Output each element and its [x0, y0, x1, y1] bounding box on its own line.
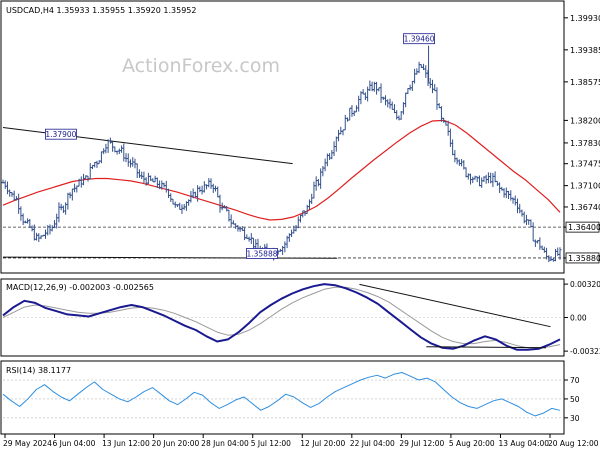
axis-level-label: 1.36400	[568, 223, 600, 232]
time-tick-label: 12 Jul 20:00	[300, 439, 345, 448]
axis-level-label: 1.35880	[568, 254, 600, 263]
rsi-title: RSI(14) 38.1177	[6, 366, 71, 375]
macd-title: MACD(12,26,9) -0.002003 -0.002565	[6, 283, 154, 292]
time-tick-label: 5 Jul 12:00	[251, 439, 291, 448]
level-label: 1.37900	[45, 130, 76, 139]
macd-tick-label: 0.003201	[570, 280, 600, 289]
level-label-box	[246, 248, 278, 259]
macd-tick-label: -0.003224	[570, 347, 600, 356]
rsi-panel-frame	[0, 360, 565, 435]
price-tick-label: 1.39930	[570, 14, 600, 23]
price-tick-label: 1.39385	[570, 46, 600, 55]
time-tick-label: 28 Jun 04:00	[201, 439, 249, 448]
moving-average-line	[2, 119, 561, 221]
level-label: 1.35888	[246, 249, 277, 258]
rsi-tick-label: 70	[570, 376, 580, 385]
price-tick-label: 1.36740	[570, 203, 600, 212]
axis-level-box	[565, 252, 600, 264]
watermark-text: ActionForex.com	[122, 55, 280, 77]
axis-level-box	[565, 221, 600, 233]
price-tick-label: 1.38575	[570, 78, 600, 87]
price-panel-frame	[0, 0, 565, 274]
price-bars	[1, 45, 562, 263]
trendline	[2, 256, 338, 259]
time-tick-label: 13 Jun 12:00	[102, 439, 150, 448]
macd-trendline	[426, 346, 547, 349]
time-tick-label: 13 Aug 04:00	[498, 439, 549, 448]
price-tick-label: 1.37475	[570, 160, 600, 169]
macd-trendline	[359, 283, 551, 328]
time-tick-label: 20 Aug 12:00	[548, 439, 599, 448]
price-tick-label: 1.37830	[570, 139, 600, 148]
macd-main-line	[2, 283, 561, 351]
time-tick-label: 20 Jun 20:00	[152, 439, 200, 448]
time-tick-label: 6 Jun 04:00	[53, 439, 96, 448]
price-tick-label: 1.38200	[570, 116, 600, 125]
time-tick-label: 5 Aug 20:00	[449, 439, 495, 448]
rsi-tick-label: 30	[570, 414, 580, 423]
moving-average	[2, 119, 561, 221]
level-label-box	[403, 33, 435, 45]
time-tick-label: 29 May 2024	[3, 439, 52, 448]
chart-title: USDCAD,H4 1.35933 1.35955 1.35920 1.3595…	[6, 6, 196, 15]
level-label: 1.39460	[404, 35, 435, 44]
macd-tick-label: 0.00	[570, 314, 587, 323]
time-axis: 29 May 2024 6 Jun 04:00 13 Jun 12:00 20 Jun…	[3, 434, 599, 448]
macd-layer: 0.003201 0.00 -0.003224	[2, 280, 600, 356]
rsi-tick-label: 50	[570, 395, 580, 404]
time-tick-label: 22 Jul 04:00	[350, 439, 395, 448]
price-tick-label: 1.37100	[570, 182, 600, 191]
rsi-layer: 70 50 30	[2, 372, 580, 423]
price-level-labels: 1.39460 1.37900 1.35888 1.36400 1.35880	[45, 33, 600, 264]
rsi-line	[2, 372, 561, 417]
level-label-box	[45, 128, 77, 140]
time-tick-label: 29 Jul 12:00	[399, 439, 444, 448]
